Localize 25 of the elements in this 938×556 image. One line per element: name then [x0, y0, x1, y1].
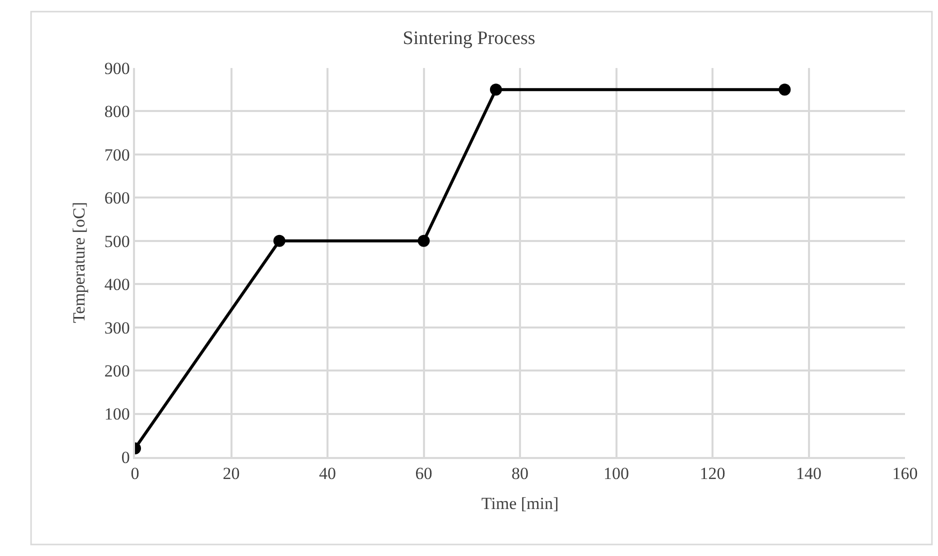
- x-axis-title: Time [min]: [481, 494, 559, 514]
- y-tick-label: 400: [104, 275, 130, 294]
- x-tick-label: 160: [892, 464, 918, 484]
- chart-title: Sintering Process: [402, 28, 536, 49]
- x-tick-label: 20: [222, 464, 240, 484]
- y-tick-label: 600: [104, 188, 130, 208]
- y-tick-label: 800: [104, 102, 130, 122]
- x-tick-label: 40: [319, 464, 336, 484]
- y-tick-label: 300: [104, 318, 130, 338]
- point: [490, 84, 502, 96]
- point: [273, 234, 286, 247]
- y-tick-label: 100: [104, 404, 130, 424]
- x-tick-label: 120: [700, 464, 726, 484]
- y-axis-title: Temperature [oC]: [69, 202, 88, 324]
- x-tick-label: 140: [796, 464, 822, 484]
- x-tick-label: 60: [415, 464, 432, 484]
- y-tick-label: 700: [104, 145, 130, 164]
- x-tick-label: 100: [604, 464, 629, 484]
- y-tick-label: 500: [104, 232, 130, 251]
- y-tick-label: 0: [121, 448, 130, 467]
- x-tick-label: 80: [512, 464, 528, 484]
- point: [418, 234, 430, 247]
- y-tick-label: 200: [104, 362, 130, 381]
- y-tick-label: 900: [104, 58, 130, 78]
- point: [778, 84, 791, 96]
